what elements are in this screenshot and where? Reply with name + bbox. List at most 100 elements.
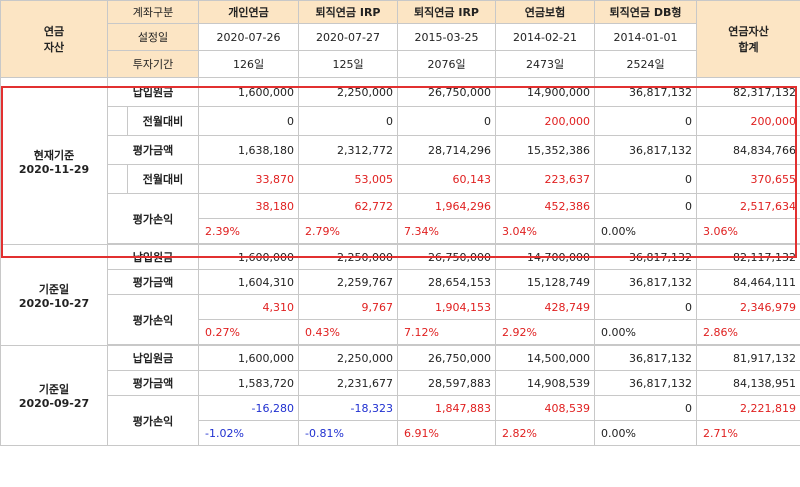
row-profit-loss-rate: -1.02% -0.81% 6.91% 2.82% 0.00% 2.71%: [1, 420, 800, 446]
cell-profit-loss: 62,772: [298, 193, 399, 219]
investment-period: 125일: [298, 50, 399, 78]
row-label-setup-date: 설정일: [106, 23, 200, 51]
cell-valuation: 28,597,883: [397, 370, 497, 396]
row-label-principal-mom: 전월대비: [126, 106, 200, 136]
cell-valuation: 15,352,386: [495, 135, 596, 165]
row-label-valuation: 평가금액: [106, 135, 200, 165]
row-principal: 기준일 2020-09-27 납입원금 1,600,000 2,250,000 …: [0, 345, 800, 446]
cell-principal: 14,900,000: [495, 77, 596, 107]
cell-valuation-total: 84,834,766: [696, 135, 800, 165]
cell-principal: 1,600,000: [198, 345, 300, 371]
cell-principal-total: 81,917,132: [696, 345, 800, 371]
cell-valuation: 36,817,132: [594, 370, 698, 396]
cell-valuation-mom: 53,005: [298, 164, 399, 194]
row-valuation: 평가금액 1,638,180 2,312,772 28,714,296 15,3…: [1, 135, 800, 165]
account-name: 연금보험: [495, 0, 596, 24]
cell-principal: 36,817,132: [594, 345, 698, 371]
row-label-valuation-mom: 전월대비: [126, 164, 200, 194]
cell-profit-loss-rate-total: 3.06%: [696, 218, 800, 244]
cell-profit-loss: 4,310: [198, 294, 300, 320]
cell-profit-loss-rate: 2.82%: [495, 420, 596, 446]
row-valuation-mom: 전월대비 33,870 53,005 60,143 223,637 0 370,…: [1, 164, 800, 194]
account-name: 퇴직연금 IRP: [298, 0, 399, 24]
row-profit-loss: 평가손익 38,180 62,772 1,964,296 452,386 0 2…: [1, 193, 800, 244]
row-principal: 기준일 2020-10-27 납입원금 1,600,000 2,250,000 …: [0, 244, 800, 346]
pension-asset-table: 연금 자산 계좌구분 개인연금 퇴직연금 IRP 퇴직연금 IRP 연금보험 퇴…: [0, 0, 800, 446]
account-name: 퇴직연금 IRP: [397, 0, 497, 24]
cell-profit-loss-rate: 0.27%: [198, 319, 300, 345]
row-label-profit-loss: 평가손익: [106, 294, 200, 345]
row-label-valuation: 평가금액: [106, 269, 200, 295]
cell-principal-mom: 0: [594, 106, 698, 136]
cell-profit-loss-rate: 7.12%: [397, 319, 497, 345]
cell-principal-mom: 0: [198, 106, 300, 136]
row-profit-loss: 평가손익 4,310 9,767 1,904,153 428,749 0 2,3…: [1, 294, 800, 345]
cell-valuation-total: 84,464,111: [696, 269, 800, 295]
cell-profit-loss-rate: 2.79%: [298, 218, 399, 244]
cell-principal: 1,600,000: [198, 244, 300, 270]
cell-valuation: 15,128,749: [495, 269, 596, 295]
cell-principal-total: 82,317,132: [696, 77, 800, 107]
cell-profit-loss: 1,904,153: [397, 294, 497, 320]
cell-valuation-mom: 33,870: [198, 164, 300, 194]
group-label-base-date: 기준일 2020-10-27: [0, 244, 108, 346]
cell-principal-mom: 0: [397, 106, 497, 136]
cell-profit-loss: 38,180: [198, 193, 300, 219]
cell-valuation: 2,312,772: [298, 135, 399, 165]
row-label-account-type: 계좌구분: [106, 0, 200, 24]
cell-profit-loss: 9,767: [298, 294, 399, 320]
cell-profit-loss-rate: 7.34%: [397, 218, 497, 244]
cell-principal: 14,500,000: [495, 345, 596, 371]
investment-period: 2524일: [594, 50, 698, 78]
cell-principal: 26,750,000: [397, 77, 497, 107]
cell-principal: 14,700,000: [495, 244, 596, 270]
account-name: 개인연금: [198, 0, 300, 24]
cell-principal-total: 82,117,132: [696, 244, 800, 270]
cell-profit-loss-total: 2,346,979: [696, 294, 800, 320]
cell-principal: 36,817,132: [594, 77, 698, 107]
row-label-principal: 납입원금: [106, 77, 200, 107]
cell-valuation: 14,908,539: [495, 370, 596, 396]
cell-profit-loss: -16,280: [198, 395, 300, 421]
cell-principal: 2,250,000: [298, 77, 399, 107]
cell-valuation-mom: 60,143: [397, 164, 497, 194]
investment-period: 126일: [198, 50, 300, 78]
cell-valuation: 2,231,677: [298, 370, 399, 396]
investment-period: 2076일: [397, 50, 497, 78]
cell-principal: 36,817,132: [594, 244, 698, 270]
cell-profit-loss-rate: -1.02%: [198, 420, 300, 446]
row-label-period: 투자기간: [106, 50, 200, 78]
cell-profit-loss-rate: 2.39%: [198, 218, 300, 244]
investment-period: 2473일: [495, 50, 596, 78]
cell-valuation: 1,638,180: [198, 135, 300, 165]
cell-profit-loss: 0: [594, 294, 698, 320]
setup-date: 2014-01-01: [594, 23, 698, 51]
cell-profit-loss: 1,847,883: [397, 395, 497, 421]
cell-valuation: 2,259,767: [298, 269, 399, 295]
cell-profit-loss: 408,539: [495, 395, 596, 421]
cell-profit-loss-rate: 3.04%: [495, 218, 596, 244]
asset-group-label: 연금 자산: [0, 0, 108, 78]
cell-profit-loss-rate: 0.00%: [594, 420, 698, 446]
header-row-setup-date: 설정일 2020-07-26 2020-07-27 2015-03-25 201…: [1, 23, 800, 51]
cell-profit-loss-rate: 0.00%: [594, 319, 698, 345]
row-label-principal: 납입원금: [106, 244, 200, 270]
cell-profit-loss-rate-total: 2.86%: [696, 319, 800, 345]
row-valuation: 평가금액 1,604,310 2,259,767 28,654,153 15,1…: [1, 269, 800, 295]
setup-date: 2014-02-21: [495, 23, 596, 51]
cell-valuation-total: 84,138,951: [696, 370, 800, 396]
cell-valuation: 1,583,720: [198, 370, 300, 396]
cell-principal: 26,750,000: [397, 345, 497, 371]
row-valuation: 평가금액 1,583,720 2,231,677 28,597,883 14,9…: [1, 370, 800, 396]
cell-profit-loss-rate: 6.91%: [397, 420, 497, 446]
cell-profit-loss: 428,749: [495, 294, 596, 320]
cell-profit-loss: -18,323: [298, 395, 399, 421]
cell-valuation-mom-total: 370,655: [696, 164, 800, 194]
row-profit-loss: 평가손익 -16,280 -18,323 1,847,883 408,539 0…: [1, 395, 800, 446]
row-profit-loss-rate: 2.39% 2.79% 7.34% 3.04% 0.00% 3.06%: [1, 218, 800, 244]
cell-valuation: 1,604,310: [198, 269, 300, 295]
total-column-label: 연금자산 합계: [696, 0, 800, 78]
cell-profit-loss-rate: 0.43%: [298, 319, 399, 345]
setup-date: 2015-03-25: [397, 23, 497, 51]
